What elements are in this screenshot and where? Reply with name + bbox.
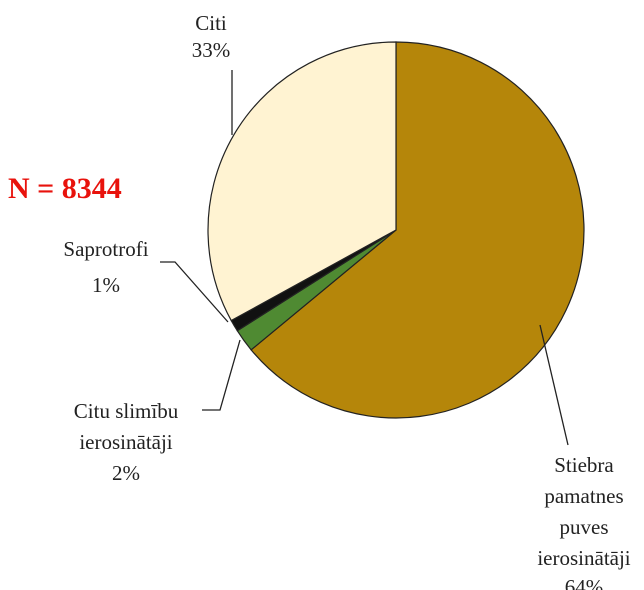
slice-percent-stiebra: 64% bbox=[565, 575, 604, 590]
slice-label-citu-slimibu-line2: ierosinātāji bbox=[79, 430, 172, 454]
slice-label-citu-slimibu-line1: Citu slimību bbox=[74, 399, 179, 423]
slice-percent-saprotrofi: 1% bbox=[92, 273, 120, 297]
slice-percent-citu-slimibu: 2% bbox=[112, 461, 140, 485]
slice-label-stiebra-line4: ierosinātāji bbox=[537, 546, 630, 570]
slice-label-stiebra-line3: puves bbox=[560, 515, 609, 539]
sample-size-label: N = 8344 bbox=[8, 172, 122, 205]
slice-label-citi: Citi bbox=[195, 11, 227, 35]
leader-saprotrofi bbox=[160, 261, 229, 323]
slice-label-stiebra-line2: pamatnes bbox=[544, 484, 623, 508]
leader-citu-slimibu bbox=[202, 339, 241, 411]
pie-slices bbox=[207, 41, 585, 419]
slice-label-stiebra-line1: Stiebra bbox=[554, 453, 614, 477]
leader-lines bbox=[160, 70, 569, 446]
slice-stiebra-pamatnes bbox=[250, 41, 585, 419]
slice-citi bbox=[207, 41, 397, 322]
leader-stiebra bbox=[539, 324, 569, 446]
slice-label-saprotrofi: Saprotrofi bbox=[63, 237, 148, 261]
slice-percent-citi: 33% bbox=[192, 38, 231, 62]
